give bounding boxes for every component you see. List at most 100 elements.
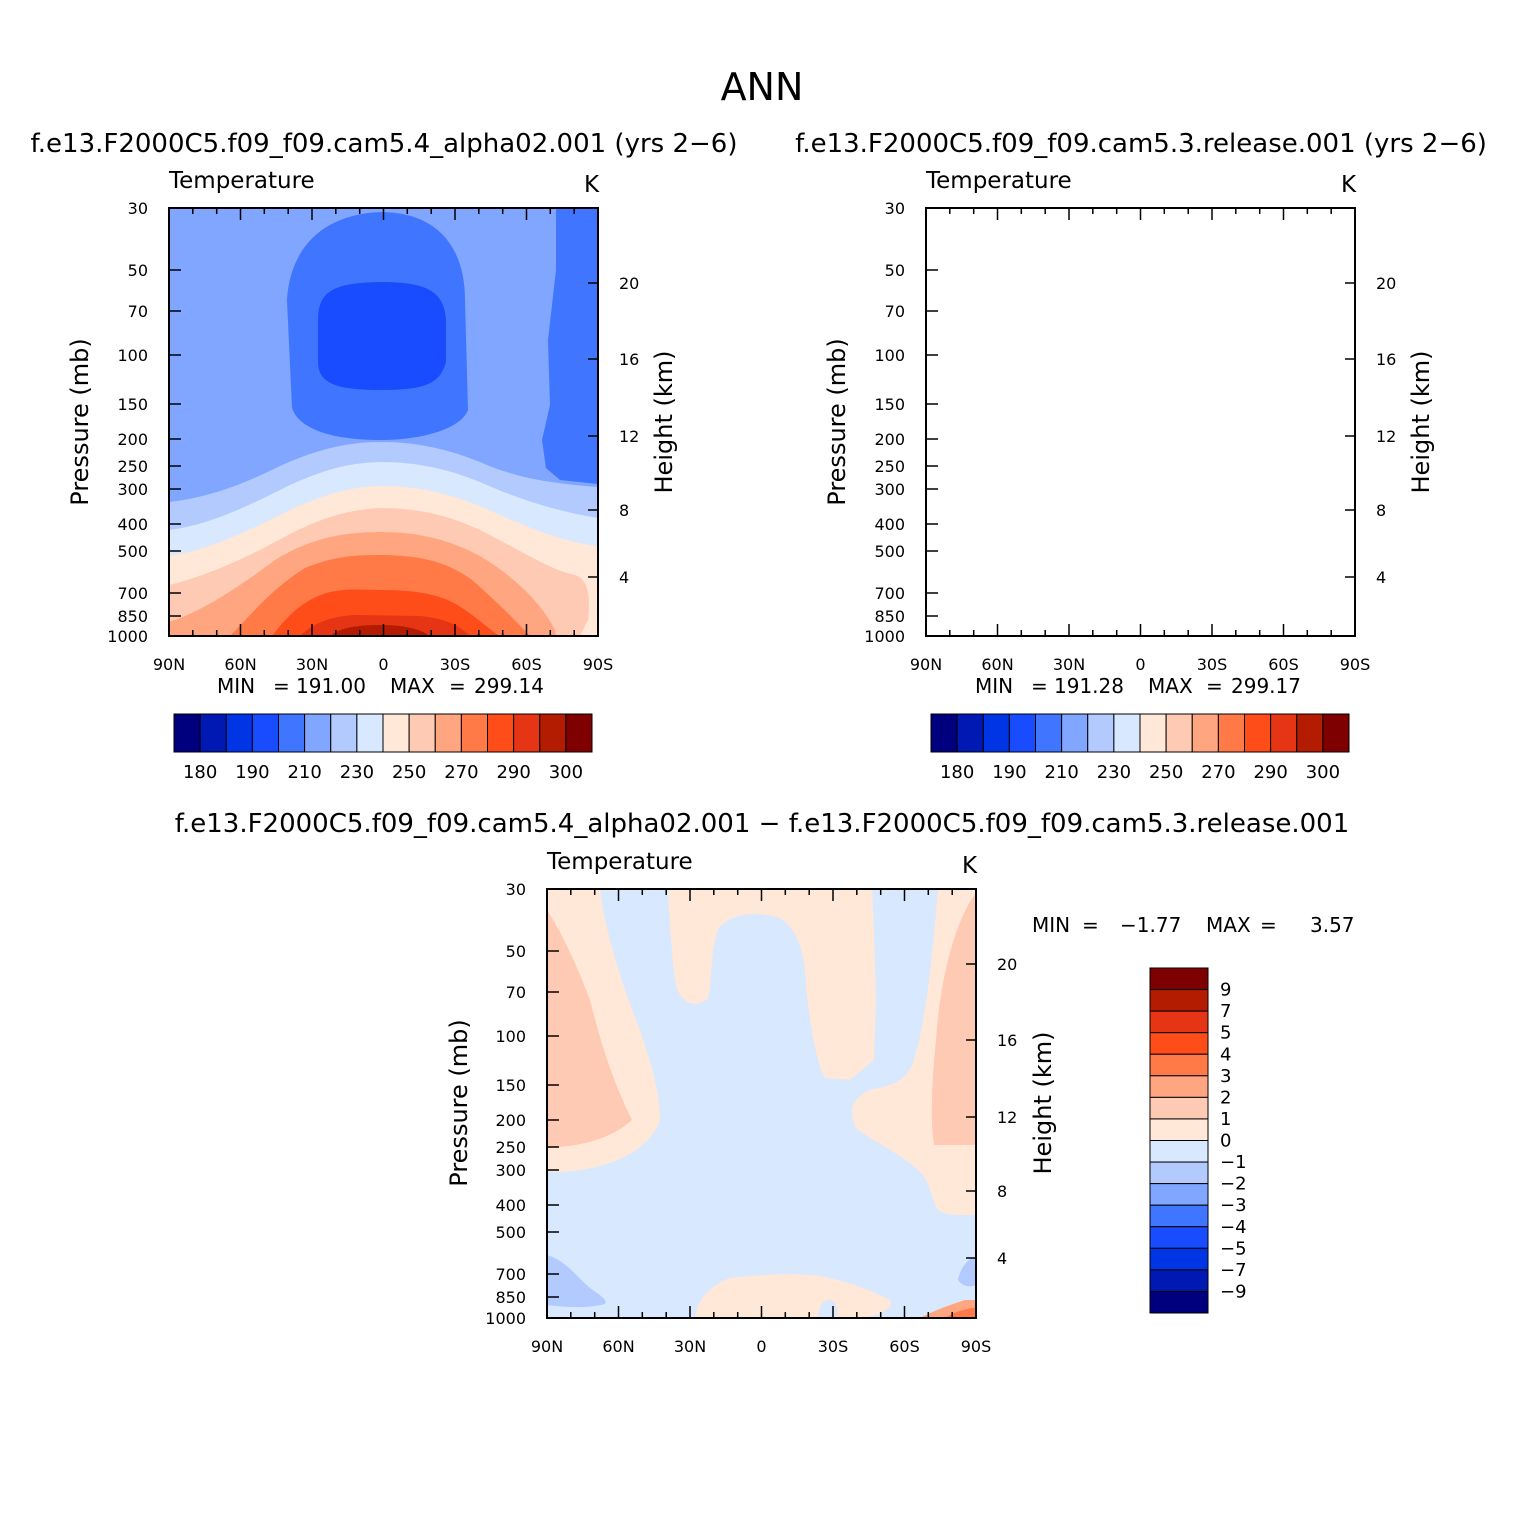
y-right-tick-label: 4 xyxy=(1376,568,1386,587)
stats-line: MIN = 191.28 MAX = 299.17 xyxy=(975,674,1301,698)
x-tick-label: 60N xyxy=(981,655,1013,674)
colorbar-label: 180 xyxy=(183,762,217,783)
contour-level-250 xyxy=(926,486,1355,636)
colorbar: 180 190 210 230 250 270 290 300 xyxy=(173,713,593,783)
colorbar-swatch xyxy=(982,713,1010,753)
plot-frame xyxy=(925,207,1356,637)
stat-max-label: MAX xyxy=(1148,674,1193,698)
stat-max-value: 299.17 xyxy=(1231,674,1301,698)
y-tick-label: 1000 xyxy=(485,1309,526,1328)
y-tick-label: 70 xyxy=(506,983,526,1002)
contour-level-neg1-to-neg2-arctic xyxy=(547,1255,606,1308)
y-right-tick-label: 12 xyxy=(997,1108,1017,1127)
contour-level-295 xyxy=(1057,615,1227,636)
y-tick-label: 100 xyxy=(117,346,148,365)
contour-level-270 xyxy=(926,532,1313,636)
y-tick-label: 50 xyxy=(506,942,526,961)
colorbar-swatch xyxy=(304,713,332,753)
y-right-tick-label: 4 xyxy=(619,568,629,587)
stat-max-eq: = xyxy=(1260,913,1277,937)
colorbar-swatch xyxy=(930,713,958,753)
panel-difference: f.e13.F2000C5.f09_f09.cam5.4_alpha02.001… xyxy=(175,809,1355,1356)
colorbar-swatch xyxy=(1149,1269,1209,1292)
colorbar-swatch xyxy=(434,713,462,753)
y-right-axis-label: Height (km) xyxy=(1407,351,1435,494)
contour-level-1-to-2-left xyxy=(547,910,632,1148)
y-tick-label: 500 xyxy=(874,542,905,561)
x-tick-labels: 90N 60N 30N 0 30S 60S 90S xyxy=(531,1337,991,1356)
y-right-tick-label: 20 xyxy=(619,274,639,293)
y-tick-label: 1000 xyxy=(107,627,148,646)
colorbar-swatch xyxy=(1149,1118,1209,1141)
y-axis-label: Pressure (mb) xyxy=(66,338,94,505)
colorbar-label: 270 xyxy=(444,762,478,783)
colorbar-swatch xyxy=(330,713,358,753)
y-tick-label: 70 xyxy=(128,302,148,321)
stat-max-eq: = xyxy=(449,674,466,698)
panel-variable-label: Temperature xyxy=(168,168,315,194)
colorbar-label: 230 xyxy=(1097,762,1131,783)
colorbar-swatch xyxy=(251,713,279,753)
colorbar-swatch xyxy=(1061,713,1089,753)
x-tick-label: 30S xyxy=(818,1337,849,1356)
y-tick-label: 850 xyxy=(495,1288,526,1307)
colorbar-label: −1 xyxy=(1220,1152,1247,1173)
colorbar-label: 270 xyxy=(1201,762,1235,783)
x-tick-label: 30N xyxy=(1053,655,1085,674)
colorbar-swatch xyxy=(1217,713,1245,753)
contour-level-290 xyxy=(1029,590,1257,637)
colorbar-label: 300 xyxy=(1306,762,1340,783)
y-tick-label: 850 xyxy=(117,607,148,626)
y-right-tick-label: 16 xyxy=(997,1031,1017,1050)
y-tick-label: 700 xyxy=(117,584,148,603)
stat-min-label: MIN xyxy=(975,674,1013,698)
contour-level-200 xyxy=(926,208,1355,636)
contour-level-neg1-to-neg2-antarctic xyxy=(958,1258,976,1287)
colorbar-swatch xyxy=(225,713,253,753)
colorbar-swatch xyxy=(1149,989,1209,1012)
y-right-tick-label: 20 xyxy=(1376,274,1396,293)
y-tick-label: 850 xyxy=(874,607,905,626)
stats-line: MIN = −1.77 MAX = 3.57 xyxy=(1032,913,1355,937)
axis-ticks xyxy=(168,207,599,637)
colorbar-swatch xyxy=(1149,1290,1209,1314)
y-tick-label: 400 xyxy=(874,515,905,534)
colorbar-label: 230 xyxy=(340,762,374,783)
y-tick-label: 150 xyxy=(117,395,148,414)
panel-model: f.e13.F2000C5.f09_f09.cam5.4_alpha02.001… xyxy=(31,129,738,783)
colorbar-swatch xyxy=(1149,1183,1209,1206)
y-tick-label: 30 xyxy=(506,880,526,899)
colorbar-swatch xyxy=(1149,1010,1209,1034)
stat-max-label: MAX xyxy=(390,674,435,698)
colorbar-swatch xyxy=(1149,1226,1209,1249)
figure-title: ANN xyxy=(721,65,804,109)
colorbar-label: −3 xyxy=(1220,1195,1247,1216)
colorbar-swatch xyxy=(1149,1032,1209,1055)
y-right-tick-label: 12 xyxy=(619,427,639,446)
contour-level-190-polar xyxy=(1299,208,1355,484)
y-tick-label: 400 xyxy=(117,515,148,534)
colorbar-swatch xyxy=(1035,713,1063,753)
stat-min-eq: = xyxy=(1031,674,1048,698)
y-tick-label: 70 xyxy=(885,302,905,321)
stat-min-value: −1.77 xyxy=(1120,913,1181,937)
stat-max-label: MAX xyxy=(1206,913,1251,937)
colorbar-swatch xyxy=(565,713,593,753)
colorbar-label: 180 xyxy=(940,762,974,783)
colorbar-swatch xyxy=(199,713,227,753)
contour-field xyxy=(926,208,1355,636)
x-tick-label: 30N xyxy=(674,1337,706,1356)
y-tick-label: 700 xyxy=(495,1265,526,1284)
colorbar-label: −2 xyxy=(1220,1174,1247,1195)
x-tick-labels: 90N 60N 30N 0 30S 60S 90S xyxy=(153,655,613,674)
contour-level-260 xyxy=(926,508,1346,636)
y-tick-labels: 30 50 70 100 150 200 250 300 400 500 700… xyxy=(485,880,526,1328)
y-tick-label: 300 xyxy=(117,480,148,499)
x-tick-labels: 90N 60N 30N 0 30S 60S 90S xyxy=(910,655,1370,674)
y-tick-label: 700 xyxy=(874,584,905,603)
x-tick-label: 0 xyxy=(756,1337,766,1356)
contour-level-180 xyxy=(1075,282,1203,390)
y-tick-label: 100 xyxy=(874,346,905,365)
axis-ticks xyxy=(546,888,977,1319)
y-tick-label: 250 xyxy=(874,457,905,476)
